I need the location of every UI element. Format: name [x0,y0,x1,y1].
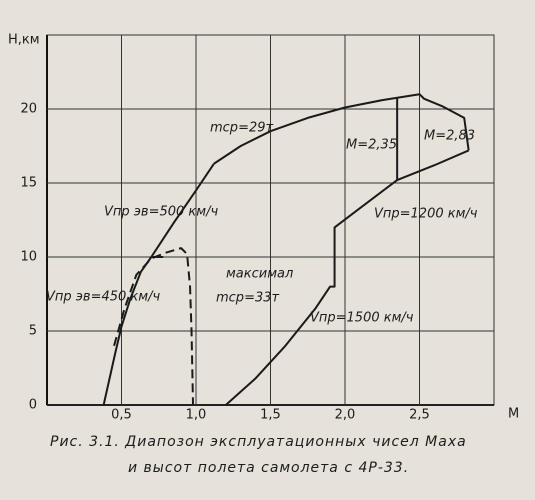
annotation: Vпр эв=450 км/ч [46,290,160,305]
curve [113,247,195,406]
y-tick-label: 20 [20,102,37,117]
annotation: Vпр=1200 км/ч [374,207,478,222]
x-tick-label: 2,0 [335,408,356,423]
y-tick-label: 0 [29,398,37,413]
x-tick-label: 1,0 [186,408,207,423]
y-tick-label: 10 [20,250,37,265]
y-tick-label: 5 [29,324,37,339]
curve [102,163,215,406]
annotation: mср=29т [210,121,273,136]
y-axis-label: H,км [8,33,40,48]
annotation: M=2,35 [346,138,397,153]
annotation: Vпр=1500 км/ч [310,311,414,326]
caption: Рис. 3.1. Диапозон эксплуатационных чисе… [50,434,467,450]
x-tick-label: 1,5 [260,408,281,423]
annotation: M=2,83 [424,129,475,144]
annotation: mср=33т [216,291,279,306]
curve [213,93,470,165]
x-tick-label: 2,5 [409,408,430,423]
x-axis-label: M [508,407,519,422]
x-tick-label: 0,5 [111,408,132,423]
y-tick-label: 15 [20,176,37,191]
annotation: максимал [226,267,293,282]
annotation: Vпр эв=500 км/ч [104,205,218,220]
curve [225,149,470,406]
caption: и высот полета самолета с 4Р-33. [128,460,409,476]
